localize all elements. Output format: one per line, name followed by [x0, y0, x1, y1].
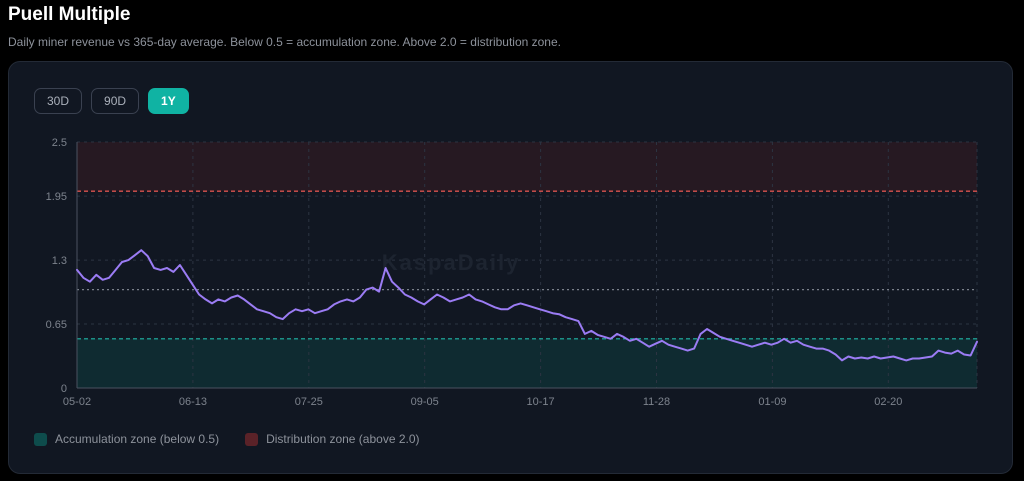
legend-accumulation-label: Accumulation zone (below 0.5) [55, 432, 220, 446]
y-tick-label: 1.3 [52, 255, 67, 267]
page-title: Puell Multiple [8, 4, 131, 25]
watermark: KaspaDaily [382, 250, 521, 275]
y-tick-label: 0.65 [46, 319, 67, 331]
x-tick-label: 02-20 [874, 396, 902, 408]
y-tick-label: 2.5 [52, 137, 67, 149]
range-tab-1y[interactable]: 1Y [148, 88, 189, 114]
legend-distribution: Distribution zone (above 2.0) [245, 432, 420, 446]
range-tab-30d[interactable]: 30D [34, 88, 83, 114]
series-layer [76, 249, 978, 362]
x-tick-label: 07-25 [295, 396, 323, 408]
y-tick-label: 0 [61, 383, 67, 395]
x-tick-label: 10-17 [527, 396, 555, 408]
distribution-zone [77, 142, 977, 192]
chart-card: 0 0.65 1.3 1.95 2.5 05-02 06-13 07-25 09-05 10-17… [8, 61, 1013, 474]
page-subtitle: Daily miner revenue vs 365-day average. … [8, 35, 561, 49]
x-tick-label: 05-02 [63, 396, 91, 408]
x-tick-label: 01-09 [758, 396, 786, 408]
x-tick-label: 11-28 [643, 396, 670, 408]
accumulation-zone [77, 338, 977, 388]
legend-distribution-label: Distribution zone (above 2.0) [266, 432, 420, 446]
x-tick-label: 06-13 [179, 396, 207, 408]
x-tick-label: 09-05 [411, 396, 439, 408]
y-tick-label: 1.95 [46, 191, 67, 203]
legend-accumulation: Accumulation zone (below 0.5) [34, 432, 219, 446]
puell-chart: 0 0.65 1.3 1.95 2.5 05-02 06-13 07-25 09-05 10-17… [46, 137, 978, 408]
puell-multiple-line [76, 249, 978, 362]
range-tab-90d[interactable]: 90D [91, 88, 140, 114]
range-tabs: 30D 90D 1Y [34, 88, 189, 114]
zones-layer [77, 142, 977, 388]
legend-swatch-distribution [245, 432, 259, 446]
legend-swatch-accumulation [34, 432, 47, 446]
axes-layer: 0 0.65 1.3 1.95 2.5 05-02 06-13 07-25 09-05 10-17… [46, 137, 977, 408]
chart-legend: Accumulation zone (below 0.5) Distributi… [34, 432, 420, 446]
